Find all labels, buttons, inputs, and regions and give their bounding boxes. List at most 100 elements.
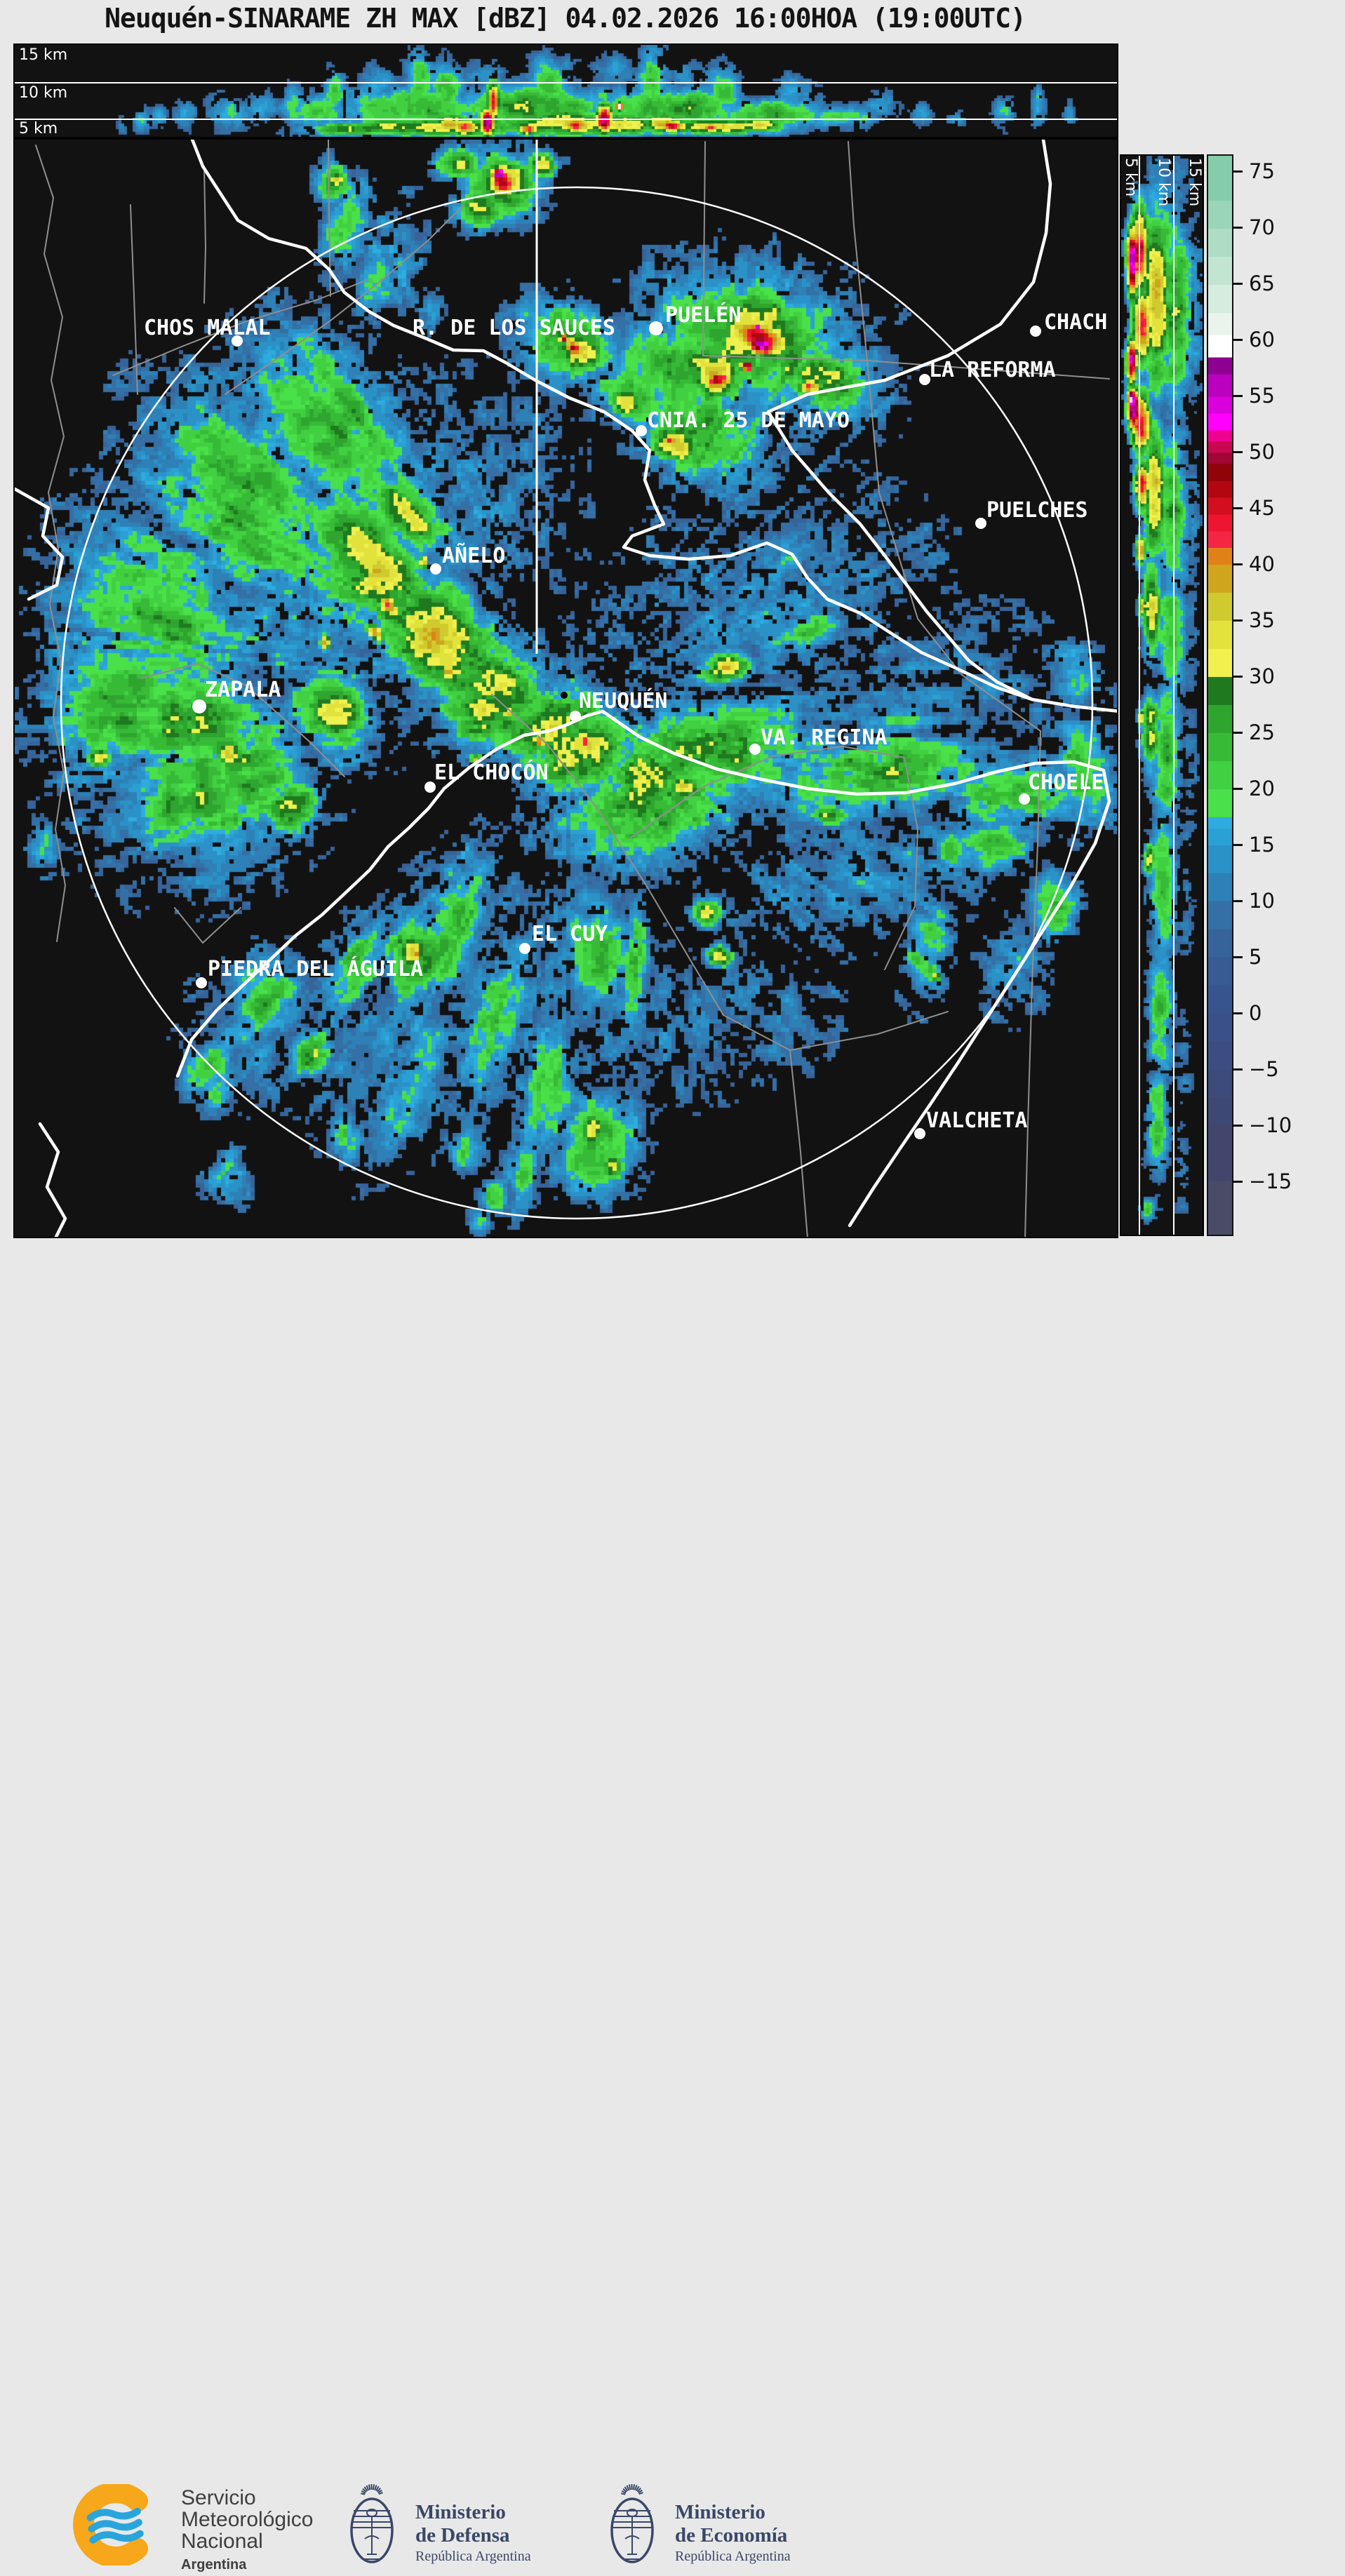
colorbar-tick-label: 0 [1249, 1001, 1262, 1025]
radar-site-dot [561, 692, 568, 699]
province-boundary [203, 166, 206, 304]
colorbar-tick-label: 65 [1249, 271, 1275, 295]
colorbar-tick [1233, 619, 1243, 622]
colorbar-tick [1233, 395, 1243, 397]
city-label: VA. REGINA [761, 725, 888, 750]
colorbar-tick [1233, 227, 1243, 229]
gridline-5km-right [1139, 156, 1140, 1235]
defensa-line1: Ministerio [415, 2501, 506, 2523]
river [190, 140, 1117, 713]
coat-of-arms-economia-icon [610, 2483, 654, 2563]
city-marker [430, 563, 441, 575]
city-label: EL CUY [532, 922, 608, 946]
economia-line3: República Argentina [675, 2549, 791, 2564]
colorbar-tick-label: 60 [1249, 328, 1275, 351]
colorbar-tick [1233, 732, 1243, 734]
radar-product-page: Neuquén-SINARAME ZH MAX [dBZ] 04.02.2026… [0, 3, 1345, 2572]
province-boundary [174, 907, 241, 944]
colorbar-tick-label: 35 [1249, 608, 1275, 632]
city-label: PUELCHES [986, 498, 1088, 523]
height-label-5km-right: 5 km [1122, 158, 1139, 197]
colorbar-tick-label: 30 [1249, 664, 1275, 688]
range-ring [60, 186, 1094, 1220]
colorbar-tick-label: 70 [1249, 215, 1275, 239]
economia-line1: Ministerio [675, 2501, 765, 2523]
gridline-5km [15, 119, 1117, 120]
smn-line2: Meteorológico [181, 2508, 314, 2531]
colorbar-tick [1233, 1012, 1243, 1014]
economia-line2: de Economía [675, 2524, 788, 2547]
city-marker [1019, 793, 1030, 805]
colorbar-tick-label: 45 [1249, 496, 1275, 520]
colorbar-tick-label: 25 [1249, 720, 1275, 744]
province-boundary [35, 145, 66, 942]
city-label: NEUQUÉN [579, 689, 668, 713]
river [38, 1122, 67, 1237]
city-label: CHOS MALAL [144, 316, 271, 340]
gridline-10km-right [1173, 156, 1175, 1235]
city-label: AÑELO [442, 544, 506, 568]
colorbar-tick [1233, 170, 1243, 173]
colorbar-tick [1233, 283, 1243, 285]
colorbar-tick [1233, 844, 1243, 846]
city-label: R. DE LOS SAUCES [413, 316, 615, 340]
province-boundary [848, 141, 868, 361]
height-label-15km-right: 15 km [1186, 158, 1203, 207]
footer: Servicio Meteorológico Nacional Argentin… [0, 1238, 1345, 2572]
city-marker [196, 977, 207, 988]
ministerio-economia-wordmark: Ministerio de Economía República Argenti… [675, 2501, 791, 2565]
cross-section-top-canvas [15, 45, 1117, 137]
defensa-line3: República Argentina [415, 2549, 531, 2564]
smn-line1: Servicio [181, 2486, 256, 2509]
height-label-5km: 5 km [19, 120, 58, 137]
city-marker [232, 335, 243, 347]
colorbar-tick [1233, 1125, 1243, 1127]
city-label: PUELÉN [665, 303, 742, 328]
colorbar-tick-label: 10 [1249, 889, 1275, 913]
province-boundary [702, 355, 868, 361]
province-boundary [130, 204, 138, 395]
colorbar-tick-label: 15 [1249, 833, 1275, 857]
page-title: Neuquén-SINARAME ZH MAX [dBZ] 04.02.2026… [105, 3, 1026, 34]
city-label: CNIA. 25 DE MAYO [647, 408, 850, 433]
colorbar-tick-label: 20 [1249, 777, 1275, 800]
province-boundary [491, 694, 724, 1016]
river [15, 487, 65, 601]
coat-of-arms-defensa-icon [350, 2483, 394, 2563]
colorbar-tick [1233, 507, 1243, 509]
height-label-10km: 10 km [19, 84, 68, 102]
smn-wordmark: Servicio Meteorológico Nacional Argentin… [181, 2487, 313, 2576]
cross-section-right-canvas [1121, 156, 1203, 1235]
city-label: VALCHETA [926, 1108, 1028, 1133]
city-marker [636, 425, 647, 436]
cross-section-right-panel: 5 km 10 km 15 km [1120, 154, 1204, 1236]
city-marker [519, 943, 530, 954]
ministerio-defensa-wordmark: Ministerio de Defensa República Argentin… [415, 2501, 531, 2565]
city-marker [424, 781, 436, 793]
city-label: LA REFORMA [929, 358, 1056, 382]
province-boundary [866, 360, 1110, 380]
colorbar-tick-label: −15 [1249, 1169, 1292, 1193]
city-marker [649, 321, 663, 335]
colorbar-tick-label: 55 [1249, 384, 1275, 408]
height-label-10km-right: 10 km [1155, 158, 1172, 207]
height-label-15km: 15 km [19, 46, 68, 64]
city-label: CHOELE [1028, 770, 1104, 795]
colorbar-tick [1233, 339, 1243, 341]
province-boundary [866, 360, 1041, 732]
river [175, 709, 605, 1078]
colorbar-tick [1233, 900, 1243, 902]
city-label: EL CHOCÓN [434, 760, 549, 785]
city-marker [919, 374, 930, 385]
city-label: CHACH [1044, 310, 1108, 335]
colorbar-tick [1233, 676, 1243, 678]
province-boundary [630, 746, 918, 970]
province-boundary [789, 1049, 808, 1237]
colorbar-tick [1233, 1181, 1243, 1183]
city-label: PIEDRA DEL ÁGUILA [208, 957, 424, 981]
colorbar-tick [1233, 563, 1243, 565]
colorbar-tick [1233, 788, 1243, 790]
province-boundary [702, 141, 706, 356]
smn-line4: Argentina [181, 2557, 247, 2572]
dbz-colorbar [1207, 154, 1233, 1236]
